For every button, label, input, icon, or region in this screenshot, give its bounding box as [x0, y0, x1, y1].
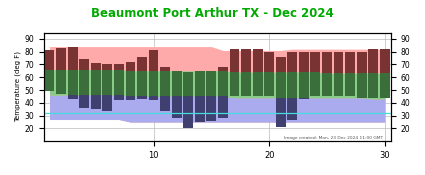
Bar [380, 49, 390, 74]
Bar [56, 70, 66, 94]
Bar [357, 52, 366, 74]
Bar [172, 96, 181, 118]
Bar [102, 70, 112, 111]
Bar [299, 52, 309, 72]
Bar [218, 96, 228, 118]
Bar [322, 74, 332, 96]
Bar [334, 74, 343, 96]
Bar [322, 52, 332, 74]
Bar [45, 50, 54, 70]
Bar [276, 72, 286, 127]
Bar [311, 72, 320, 96]
Bar [195, 96, 205, 122]
Bar [56, 48, 66, 70]
Bar [287, 72, 297, 120]
Bar [102, 95, 112, 111]
Bar [91, 95, 101, 109]
Bar [264, 72, 274, 96]
Bar [160, 67, 170, 71]
Bar [45, 70, 54, 91]
Bar [149, 96, 159, 100]
Bar [149, 50, 159, 71]
Bar [299, 98, 309, 99]
Bar [299, 72, 309, 99]
Text: Beaumont Port Arthur TX - Dec 2024: Beaumont Port Arthur TX - Dec 2024 [91, 7, 334, 20]
Bar [160, 71, 170, 111]
Bar [114, 70, 124, 100]
Bar [207, 71, 216, 121]
Bar [91, 63, 101, 70]
Bar [195, 71, 205, 122]
Bar [207, 96, 216, 121]
Bar [68, 95, 77, 99]
Bar [368, 74, 378, 98]
Bar [334, 52, 343, 74]
Bar [368, 49, 378, 74]
Bar [102, 65, 112, 70]
Bar [160, 96, 170, 111]
Bar [230, 72, 239, 96]
Bar [253, 72, 263, 96]
Bar [183, 96, 193, 128]
Text: Image created: Mon, 23 Dec 2024 11:00 GMT: Image created: Mon, 23 Dec 2024 11:00 GM… [284, 136, 384, 140]
Bar [345, 52, 355, 74]
Bar [125, 71, 135, 100]
Bar [137, 57, 147, 71]
Bar [253, 49, 263, 72]
Bar [149, 71, 159, 100]
Bar [68, 47, 77, 70]
Bar [79, 70, 89, 108]
Bar [357, 74, 366, 98]
Bar [345, 74, 355, 96]
Bar [241, 49, 251, 72]
Bar [241, 72, 251, 96]
Bar [114, 95, 124, 100]
Y-axis label: Temperature (deg F): Temperature (deg F) [15, 51, 22, 122]
Bar [276, 98, 286, 127]
Bar [79, 59, 89, 70]
Bar [311, 52, 320, 72]
Bar [91, 70, 101, 109]
Bar [276, 57, 286, 72]
Bar [79, 95, 89, 108]
Bar [172, 71, 181, 118]
Bar [137, 71, 147, 99]
Bar [380, 74, 390, 98]
Bar [183, 72, 193, 128]
Bar [264, 52, 274, 72]
Bar [68, 70, 77, 99]
Bar [287, 98, 297, 120]
Bar [230, 49, 239, 72]
Bar [125, 62, 135, 71]
Bar [114, 65, 124, 70]
Bar [218, 71, 228, 118]
Bar [218, 67, 228, 71]
Bar [137, 96, 147, 99]
Bar [287, 52, 297, 72]
Bar [125, 96, 135, 100]
